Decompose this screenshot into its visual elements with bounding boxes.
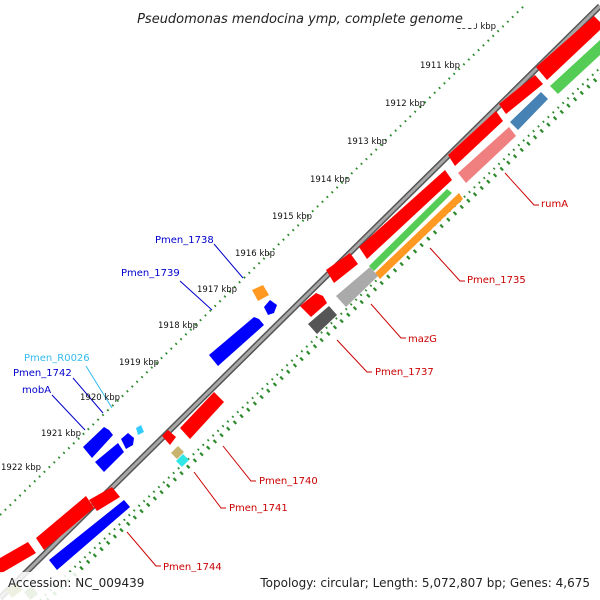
gene-label-mazg[interactable]: mazG	[408, 334, 437, 345]
gene-label-moba[interactable]: mobA	[22, 385, 51, 396]
gene-label-ruma[interactable]: rumA	[541, 199, 568, 210]
gene-label-pmen-1740[interactable]: Pmen_1740	[259, 476, 318, 487]
kbp-label-1918: 1918 kbp	[158, 321, 198, 331]
kbp-label-1919: 1919 kbp	[119, 358, 159, 368]
genome-summary-text: Topology: circular; Length: 5,072,807 bp…	[259, 576, 590, 590]
kbp-label-1912: 1912 kbp	[385, 99, 425, 109]
gene-label-pmen-1742[interactable]: Pmen_1742	[13, 368, 72, 379]
kbp-label-1911: 1911 kbp	[420, 61, 460, 71]
kbp-label-1921: 1921 kbp	[41, 429, 81, 439]
kbp-label-1916: 1916 kbp	[235, 249, 275, 259]
gene-label-pmen-r0026[interactable]: Pmen_R0026	[24, 353, 90, 364]
gene-label-pmen-1739[interactable]: Pmen_1739	[121, 268, 180, 279]
kbp-label-1914: 1914 kbp	[310, 175, 350, 185]
kbp-label-1913: 1913 kbp	[347, 137, 387, 147]
kbp-label-1915: 1915 kbp	[272, 212, 312, 222]
gene-label-pmen-1744[interactable]: Pmen_1744	[163, 562, 222, 573]
kbp-label-1917: 1917 kbp	[197, 285, 237, 295]
gene-label-pmen-1737[interactable]: Pmen_1737	[375, 367, 434, 378]
gene-label-pmen-1741[interactable]: Pmen_1741	[229, 503, 288, 514]
kbp-label-1920: 1920 kbp	[80, 393, 120, 403]
gene-label-pmen-1738[interactable]: Pmen_1738	[155, 235, 214, 246]
kbp-label-1922: 1922 kbp	[1, 463, 41, 473]
map-title: Pseudomonas mendocina ymp, complete geno…	[137, 12, 463, 27]
accession-text: Accession: NC_009439	[8, 576, 144, 590]
gene-label-pmen-1735[interactable]: Pmen_1735	[467, 275, 526, 286]
